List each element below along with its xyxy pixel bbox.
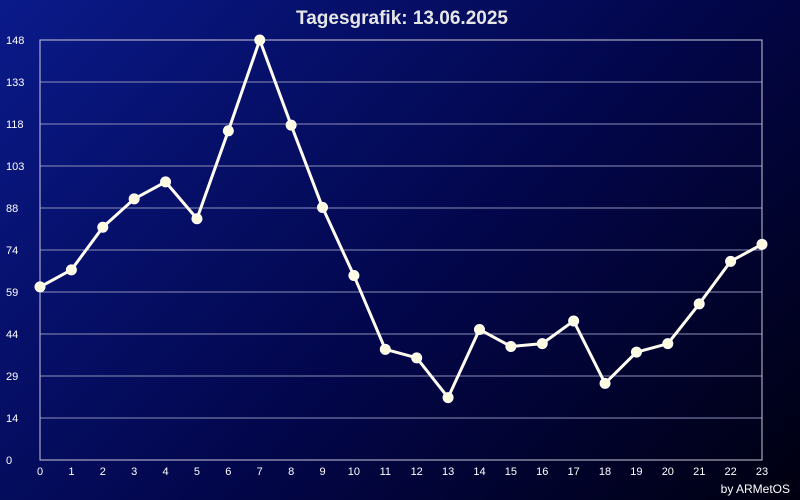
data-point [599, 377, 611, 389]
data-point [222, 125, 234, 137]
data-point [693, 298, 705, 310]
x-tick-label: 1 [68, 466, 74, 478]
x-tick-label: 3 [131, 466, 137, 478]
data-point [442, 392, 454, 404]
data-point [65, 264, 77, 276]
y-tick-label: 14 [6, 413, 18, 425]
x-tick-label: 22 [724, 466, 736, 478]
credit-label: by ARMetOS [721, 482, 790, 496]
y-tick-label: 29 [6, 371, 18, 383]
y-tick-label: 44 [6, 329, 18, 341]
x-tick-label: 18 [599, 466, 611, 478]
y-tick-label: 88 [6, 203, 18, 215]
x-tick-label: 23 [756, 466, 768, 478]
data-point [725, 255, 737, 267]
data-point [348, 270, 360, 282]
data-point [379, 343, 391, 355]
data-point [568, 315, 580, 327]
x-tick-label: 11 [380, 466, 391, 478]
x-tick-label: 10 [348, 466, 360, 478]
data-point [317, 201, 329, 213]
y-tick-label: 0 [6, 455, 12, 467]
x-tick-label: 17 [568, 466, 580, 478]
x-tick-label: 0 [37, 466, 43, 478]
series-line [39, 38, 763, 400]
data-point [662, 338, 674, 350]
x-tick-label: 5 [194, 466, 200, 478]
x-tick-label: 15 [505, 466, 517, 478]
x-tick-label: 12 [411, 466, 423, 478]
x-tick-label: 20 [662, 466, 674, 478]
y-tick-label: 133 [6, 77, 24, 89]
data-point [505, 340, 517, 352]
x-tick-label: 14 [473, 466, 485, 478]
x-tick-label: 8 [288, 466, 294, 478]
x-tick-label: 4 [163, 466, 169, 478]
x-tick-label: 2 [100, 466, 106, 478]
y-tick-label: 118 [6, 119, 24, 131]
data-point [473, 323, 485, 335]
data-point [254, 34, 266, 46]
y-axis-ticks: 0 14 29 44 59 74 88 103 118 133 148 [6, 35, 24, 467]
x-tick-label: 21 [693, 466, 705, 478]
chart-title: Tagesgrafik: 13.06.2025 [296, 8, 508, 29]
x-axis-ticks: 0 1 2 3 4 5 6 7 8 9 10 11 12 13 14 15 16 17 18 19 20 21 22 23 [37, 466, 768, 478]
data-point [191, 213, 203, 225]
x-tick-label: 19 [630, 466, 642, 478]
data-point [34, 281, 46, 293]
x-tick-label: 7 [257, 466, 263, 478]
y-tick-label: 148 [6, 35, 24, 47]
data-point [285, 119, 297, 131]
data-point [160, 176, 172, 188]
x-tick-label: 16 [536, 466, 548, 478]
data-point [756, 238, 768, 250]
data-point [630, 346, 642, 358]
data-point [128, 193, 140, 205]
grid [40, 81, 762, 419]
x-tick-label: 13 [442, 466, 454, 478]
y-tick-label: 74 [6, 245, 18, 257]
data-point [97, 221, 109, 233]
y-tick-label: 59 [6, 287, 18, 299]
data-points [34, 34, 768, 404]
x-tick-label: 6 [225, 466, 231, 478]
data-point [411, 352, 423, 364]
x-tick-label: 9 [319, 466, 325, 478]
plot-frame [39, 39, 763, 461]
y-tick-label: 103 [6, 161, 24, 173]
data-point [536, 338, 548, 350]
